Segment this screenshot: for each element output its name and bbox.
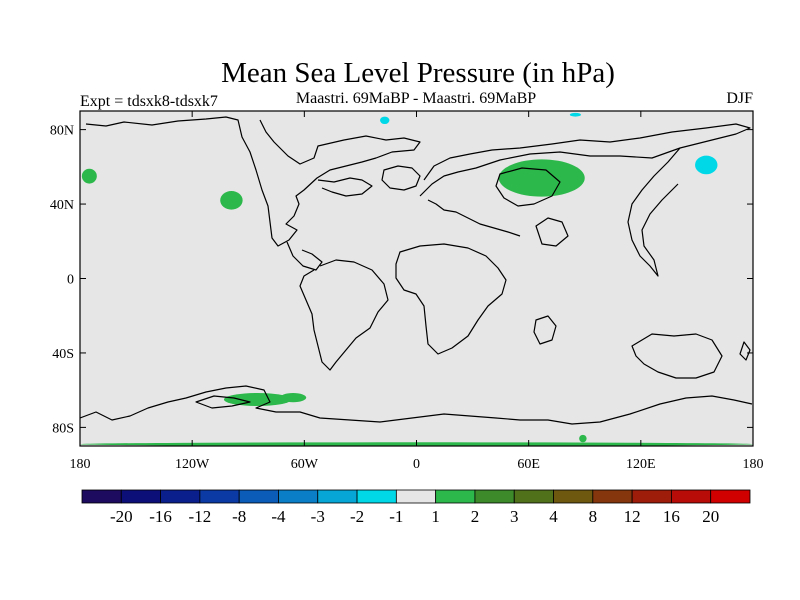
colorbar-label: -12 — [189, 507, 212, 526]
x-tick-label: 0 — [413, 457, 420, 472]
mslp-map-figure: Mean Sea Level Pressure (in hPa) Expt = … — [0, 0, 800, 600]
anomaly-north-pacific-west-positive — [82, 169, 97, 184]
colorbar-label: 16 — [663, 507, 680, 526]
colorbar-label: 12 — [624, 507, 641, 526]
x-tick-label: 120E — [626, 457, 656, 472]
colorbar-swatch — [514, 490, 553, 503]
x-tick-label: 180 — [70, 457, 91, 472]
y-tick-label: 40N — [50, 198, 74, 213]
colorbar-swatch — [711, 490, 750, 503]
y-tick-label: 80S — [52, 421, 74, 436]
colorbar-label: -1 — [389, 507, 403, 526]
colorbar-label: -3 — [311, 507, 325, 526]
x-tick-label: 180 — [743, 457, 764, 472]
colorbar-swatch — [318, 490, 357, 503]
y-tick-label: 0 — [67, 273, 74, 288]
colorbar-swatch — [200, 490, 239, 503]
anomaly-east-antarctica-positive — [579, 435, 586, 442]
colorbar-swatch — [436, 490, 475, 503]
colorbar-swatch — [357, 490, 396, 503]
experiment-label: Expt = tdsxk8-tdsxk7 — [80, 93, 218, 110]
colorbar-swatch — [475, 490, 514, 503]
x-tick-label: 60W — [291, 457, 319, 472]
colorbar-swatch — [239, 490, 278, 503]
colorbar-label: -8 — [232, 507, 246, 526]
colorbar-label: 3 — [510, 507, 519, 526]
anomaly-antarctic-peninsula-east-positive — [280, 393, 306, 402]
colorbar-label: -16 — [149, 507, 172, 526]
colorbar-label: 1 — [431, 507, 440, 526]
anomaly-arctic-asia-negative — [570, 113, 581, 117]
colorbar: -20 -16 -12 -8 -4 -3 -2 -1 1 2 3 4 8 12 16 20 — [82, 490, 750, 526]
anomaly-north-america-west-positive — [220, 191, 242, 210]
x-tick-label: 60E — [517, 457, 540, 472]
colorbar-swatch — [593, 490, 632, 503]
anomaly-arctic-atlantic-negative — [380, 117, 389, 124]
colorbar-swatch — [121, 490, 160, 503]
colorbar-label: 2 — [471, 507, 480, 526]
x-tick-label: 120W — [175, 457, 210, 472]
colorbar-swatch — [632, 490, 671, 503]
colorbar-label: -2 — [350, 507, 364, 526]
period-label: Maastri. 69MaBP - Maastri. 69MaBP — [296, 90, 536, 107]
colorbar-label: 20 — [702, 507, 719, 526]
colorbar-swatch — [554, 490, 593, 503]
colorbar-swatch — [278, 490, 317, 503]
anomaly-north-pacific-east-negative — [695, 156, 717, 175]
colorbar-label: 4 — [549, 507, 558, 526]
anomaly-central-asia-positive — [499, 159, 585, 196]
y-tick-label: 80N — [50, 124, 74, 139]
figure-title: Mean Sea Level Pressure (in hPa) — [221, 57, 615, 89]
map-ocean-background — [80, 111, 753, 446]
season-label: DJF — [726, 90, 753, 107]
colorbar-swatch — [82, 490, 121, 503]
colorbar-label: -4 — [271, 507, 286, 526]
colorbar-label: -20 — [110, 507, 133, 526]
colorbar-label: 8 — [589, 507, 598, 526]
colorbar-swatch — [671, 490, 710, 503]
colorbar-swatch — [161, 490, 200, 503]
colorbar-swatch — [396, 490, 435, 503]
y-tick-label: 40S — [52, 347, 74, 362]
